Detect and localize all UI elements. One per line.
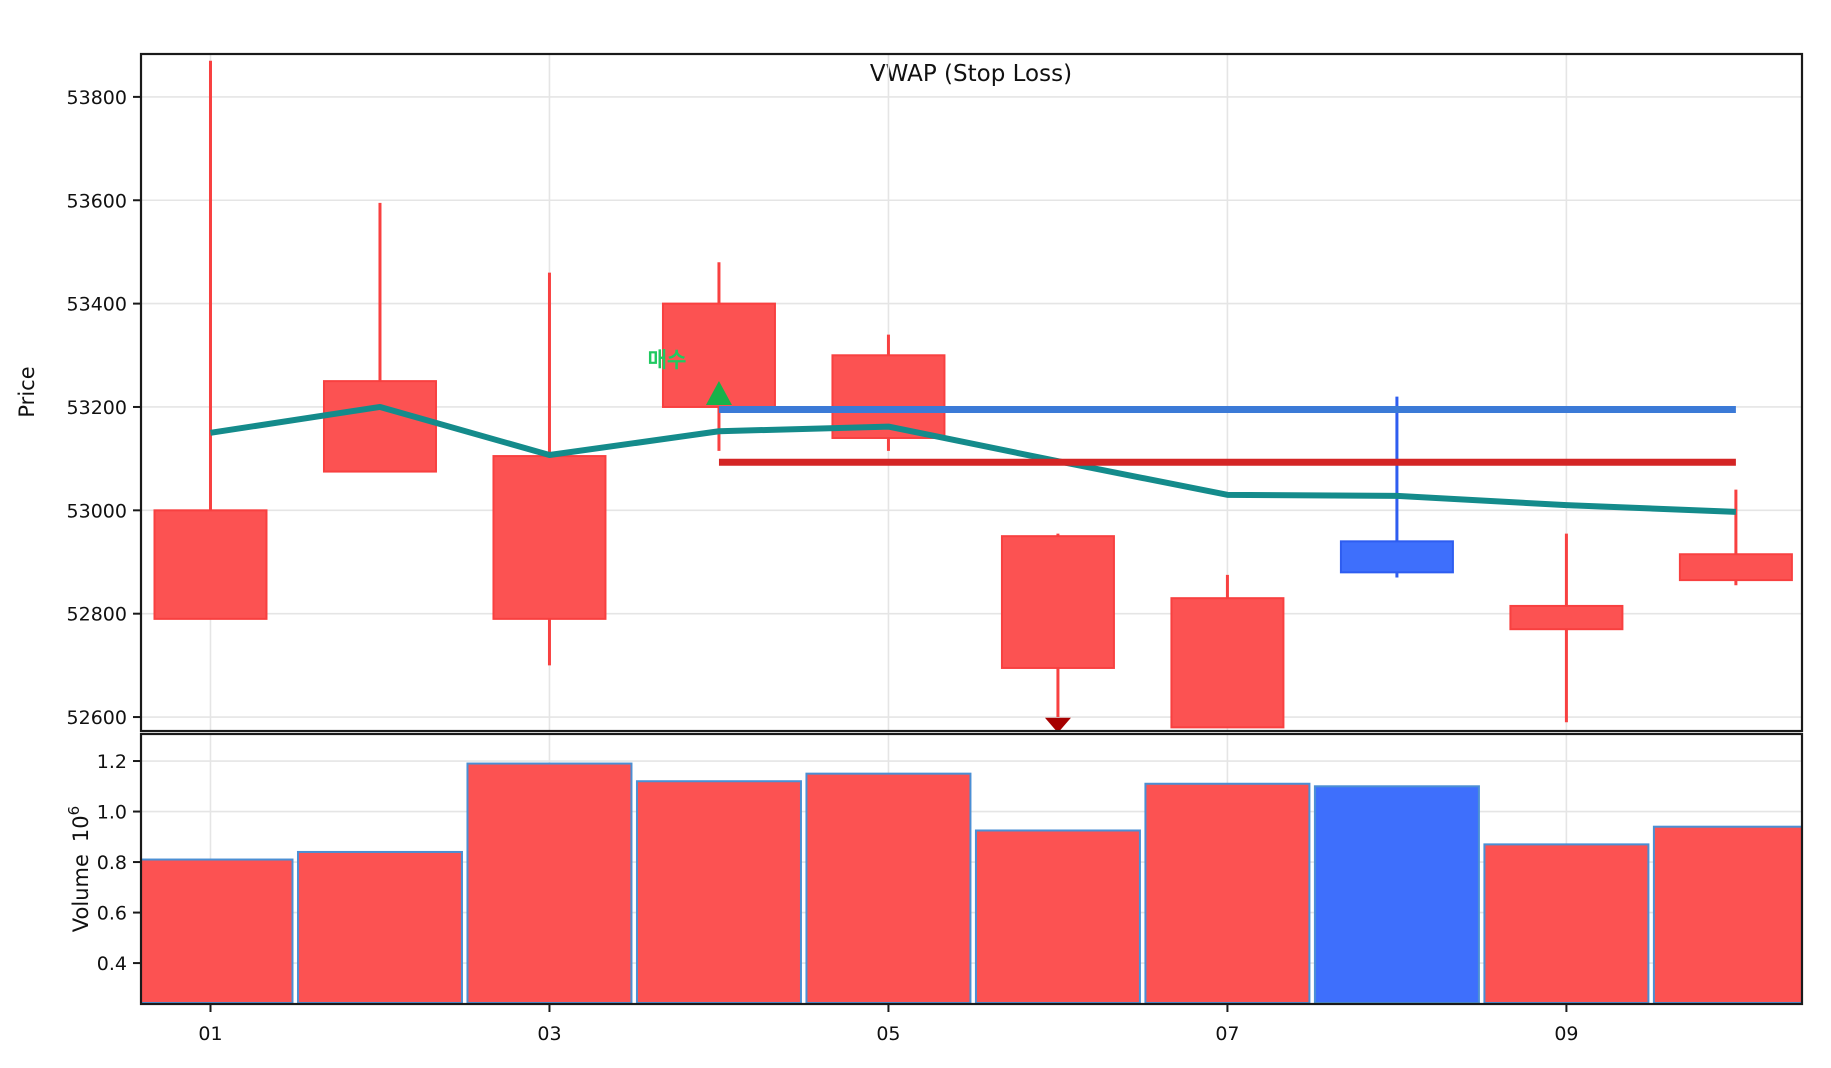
x-tick-label-03: 03: [537, 1023, 561, 1045]
volume-bar-08: [1313, 785, 1480, 1003]
volume-tick-label-0.6: 0.6: [97, 903, 127, 925]
x-tick-label-05: 05: [876, 1023, 900, 1045]
volume-axis-label: Volume106: [65, 806, 93, 932]
candles: [153, 60, 1793, 729]
volume-bar-03: [466, 762, 633, 1003]
volume-bar-01: [142, 858, 294, 1003]
trade-markers: 매수: [648, 348, 1071, 730]
x-tick-label-09: 09: [1554, 1023, 1578, 1045]
price-tick-label-53800: 53800: [67, 87, 127, 109]
price-tick-label-53200: 53200: [67, 397, 127, 419]
price-tick-label-53600: 53600: [67, 190, 127, 212]
volume-tick-label-0.8: 0.8: [97, 852, 127, 874]
volume-bar-06: [974, 829, 1141, 1003]
tick-labels: 53800 53600 53400 53200 53000 52800 52600 1.2 1.…: [67, 87, 1579, 1045]
price-tick-label-53000: 53000: [67, 500, 127, 522]
x-tick-label-07: 07: [1215, 1023, 1239, 1045]
candle-body-07: [1170, 597, 1285, 729]
chart-title: VWAP (Stop Loss): [870, 61, 1072, 87]
price-tick-label-52600: 52600: [67, 707, 127, 729]
candle-body-08: [1339, 540, 1454, 574]
volume-bar-09: [1483, 843, 1650, 1003]
volume-bars: [142, 762, 1801, 1003]
price-axis-label: Price: [15, 366, 39, 417]
volume-panel-border: [139, 732, 1804, 1006]
candle-body-06: [1000, 535, 1115, 669]
candle-body-02: [322, 380, 437, 473]
candle-body-09: [1509, 604, 1624, 631]
volume-bar-02: [296, 850, 463, 1003]
volume-bar-10: [1652, 825, 1801, 1003]
plot-area: 매수 53800 53600 53400 53200 53000 52800 52600 1.2…: [67, 52, 1804, 1045]
x-tick-label-01: 01: [198, 1023, 222, 1045]
volume-bar-04: [635, 780, 802, 1003]
volume-tick-label-0.4: 0.4: [97, 953, 127, 975]
price-panel-border: [139, 52, 1804, 733]
volume-tick-label-1.2: 1.2: [97, 751, 127, 773]
sell-marker-icon: [1044, 717, 1071, 730]
volume-bar-05: [805, 772, 972, 1003]
vwap-line: [210, 403, 1737, 515]
volume-tick-label-1.0: 1.0: [97, 802, 127, 824]
candle-body-01: [153, 509, 268, 620]
price-tick-label-53400: 53400: [67, 294, 127, 316]
candle-body-03: [492, 455, 607, 620]
buy-label: 매수: [648, 348, 687, 372]
candle-body-10: [1678, 553, 1793, 582]
volume-bar-07: [1144, 782, 1311, 1003]
price-tick-label-52800: 52800: [67, 604, 127, 626]
buy-marker-icon: [705, 381, 732, 406]
